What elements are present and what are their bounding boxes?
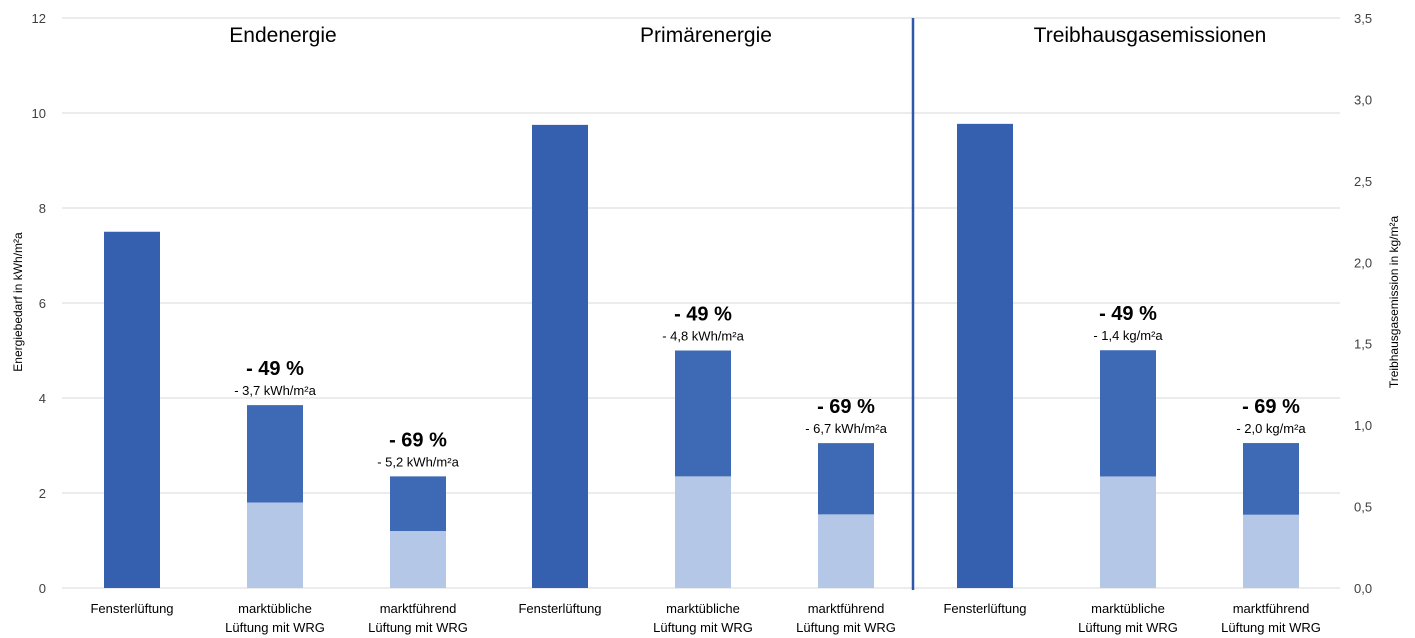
bar-base bbox=[247, 502, 303, 588]
group-title: Treibhausgasemissionen bbox=[1034, 24, 1267, 47]
right-tick-label: 0,0 bbox=[1354, 581, 1372, 596]
left-tick-label: 8 bbox=[39, 201, 46, 216]
category-label: Fensterlüftung bbox=[90, 601, 173, 616]
absolute-annotation: - 5,2 kWh/m²a bbox=[377, 454, 459, 469]
bar-base bbox=[675, 476, 731, 588]
right-tick-label: 1,5 bbox=[1354, 337, 1372, 352]
left-axis-title: Energiebedarf in kWh/m²a bbox=[11, 232, 25, 372]
left-y-axis: 0 2 4 6 8 10 12 bbox=[32, 11, 46, 596]
bar-base bbox=[104, 231, 160, 588]
absolute-annotation: - 4,8 kWh/m²a bbox=[662, 329, 744, 344]
right-tick-label: 1,0 bbox=[1354, 418, 1372, 433]
left-tick-label: 6 bbox=[39, 296, 46, 311]
right-tick-label: 0,5 bbox=[1354, 500, 1372, 515]
category-label: Lüftung mit WRG bbox=[1078, 620, 1178, 635]
absolute-annotation: - 2,0 kg/m²a bbox=[1236, 421, 1306, 436]
absolute-annotation: - 6,7 kWh/m²a bbox=[805, 421, 887, 436]
bars bbox=[104, 123, 1299, 588]
right-y-axis: 0,0 0,5 1,0 1,5 2,0 2,5 3,0 3,5 bbox=[1354, 11, 1372, 596]
left-tick-label: 10 bbox=[32, 106, 46, 121]
bar-base bbox=[390, 531, 446, 588]
category-label: Fensterlüftung bbox=[518, 601, 601, 616]
category-label: marktübliche bbox=[238, 601, 312, 616]
category-labels: Fensterlüftung marktübliche Lüftung mit WR… bbox=[90, 601, 1320, 635]
left-tick-label: 4 bbox=[39, 391, 46, 406]
bar-savings bbox=[1243, 443, 1299, 515]
percent-annotation: - 69 % bbox=[1242, 396, 1300, 418]
category-label: Fensterlüftung bbox=[943, 601, 1026, 616]
left-tick-label: 12 bbox=[32, 11, 46, 26]
right-tick-label: 2,5 bbox=[1354, 174, 1372, 189]
category-label: marktübliche bbox=[666, 601, 740, 616]
category-label: marktführend bbox=[1233, 601, 1310, 616]
category-label: marktübliche bbox=[1091, 601, 1165, 616]
right-tick-label: 2,0 bbox=[1354, 255, 1372, 270]
right-axis-title: Treibhausgasemission in kg/m²a bbox=[1387, 216, 1401, 389]
category-label: Lüftung mit WRG bbox=[1221, 620, 1321, 635]
left-tick-label: 2 bbox=[39, 486, 46, 501]
bar-savings bbox=[818, 443, 874, 515]
bar-savings bbox=[247, 405, 303, 503]
percent-annotation: - 69 % bbox=[817, 396, 875, 418]
bar-base bbox=[532, 124, 588, 588]
category-label: Lüftung mit WRG bbox=[796, 620, 896, 635]
absolute-annotation: - 1,4 kg/m²a bbox=[1093, 328, 1163, 343]
bar-savings bbox=[1100, 350, 1156, 477]
right-tick-label: 3,5 bbox=[1354, 11, 1372, 26]
bar-base bbox=[1100, 476, 1156, 588]
category-label: Lüftung mit WRG bbox=[225, 620, 325, 635]
left-tick-label: 0 bbox=[39, 581, 46, 596]
bar-savings bbox=[390, 476, 446, 531]
group-title: Primärenergie bbox=[640, 24, 772, 47]
bar-base bbox=[957, 123, 1013, 588]
category-label: marktführend bbox=[808, 601, 885, 616]
category-label: Lüftung mit WRG bbox=[653, 620, 753, 635]
bar-base bbox=[1243, 514, 1299, 588]
percent-annotation: - 49 % bbox=[674, 304, 732, 326]
group-titles: Endenergie Primärenergie Treibhausgasemiss… bbox=[229, 24, 1266, 47]
absolute-annotation: - 3,7 kWh/m²a bbox=[234, 383, 316, 398]
group-title: Endenergie bbox=[229, 24, 336, 47]
percent-annotation: - 69 % bbox=[389, 429, 447, 451]
percent-annotation: - 49 % bbox=[246, 358, 304, 380]
annotations: - 49 % - 3,7 kWh/m²a - 69 % - 5,2 kWh/m²a - … bbox=[234, 303, 1306, 469]
percent-annotation: - 49 % bbox=[1099, 303, 1157, 325]
category-label: marktführend bbox=[380, 601, 457, 616]
bar-savings bbox=[675, 350, 731, 477]
category-label: Lüftung mit WRG bbox=[368, 620, 468, 635]
right-tick-label: 3,0 bbox=[1354, 92, 1372, 107]
bar-base bbox=[818, 514, 874, 588]
